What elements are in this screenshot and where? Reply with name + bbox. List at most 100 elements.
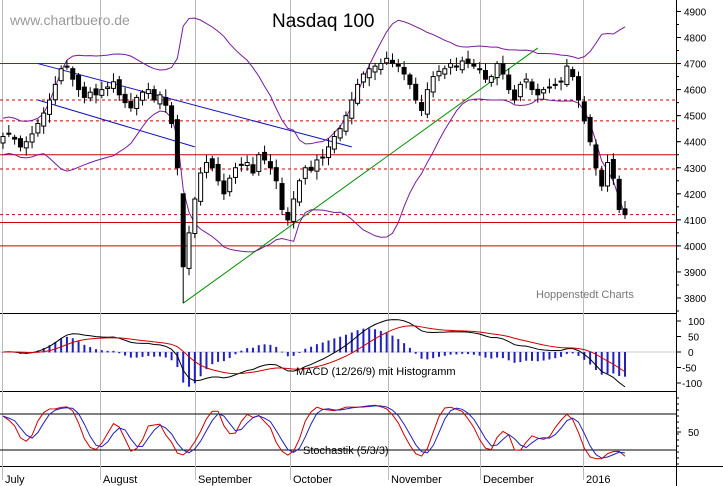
x-label-august: August — [103, 474, 137, 486]
bollinger-upper — [2, 17, 626, 145]
candle-body — [610, 158, 616, 179]
candle-body — [558, 80, 564, 83]
candle-body — [128, 100, 134, 109]
candle-body — [169, 105, 175, 124]
candle-body — [314, 159, 320, 172]
candle-body — [593, 144, 599, 169]
uptrend-line — [182, 47, 539, 304]
candle-body — [605, 162, 611, 187]
candle-body — [413, 83, 419, 101]
candle-body — [134, 96, 140, 109]
candle-body — [198, 172, 204, 202]
candle-body — [6, 132, 12, 135]
candle-body — [459, 60, 465, 71]
candle-body — [587, 116, 593, 143]
chart-title: Nasdaq 100 — [272, 11, 374, 32]
candle-body — [145, 89, 151, 95]
candle-body — [401, 66, 407, 75]
candle-body — [81, 86, 87, 98]
candle-body — [285, 211, 291, 221]
candle-body — [151, 89, 157, 101]
macd-tick-label: 0 — [688, 348, 694, 359]
price-tick-label: 4500 — [684, 112, 707, 123]
candle-body — [448, 63, 454, 68]
candle-body — [291, 198, 297, 222]
candle-body — [17, 138, 23, 148]
candle-body — [93, 88, 99, 96]
candle-body — [308, 166, 314, 171]
candle-body — [116, 79, 122, 96]
price-tick-label: 4800 — [684, 34, 707, 45]
candle-body — [122, 93, 128, 104]
candle-body — [512, 89, 518, 101]
candle-body — [453, 65, 459, 68]
candle-body — [238, 163, 244, 166]
macd-line — [2, 319, 626, 388]
price-tick-label: 4000 — [684, 242, 707, 253]
y-axis-ticks: 3800 3900 4000 4100 4200 4300 4400 4500 4600 4700… — [676, 7, 707, 465]
candle-body — [302, 167, 308, 179]
candle-body — [564, 65, 570, 86]
price-tick-label: 4400 — [684, 138, 707, 149]
candle-body — [517, 83, 523, 98]
candle-body — [0, 135, 6, 144]
candle-body — [500, 63, 506, 75]
candle-body — [523, 78, 529, 83]
candle-body — [581, 101, 587, 122]
candle-body — [58, 68, 64, 82]
candle-body — [99, 89, 105, 96]
candle-body — [296, 180, 302, 203]
price-tick-label: 4600 — [684, 86, 707, 97]
candle-body — [436, 70, 442, 77]
candle-body — [552, 83, 558, 86]
x-label-2016: 2016 — [586, 474, 610, 486]
candle-body — [535, 88, 541, 96]
x-label-july: July — [5, 474, 25, 486]
stoch-k-line — [2, 404, 626, 460]
stochastic-label: Stochastik (5/3/3) — [303, 445, 389, 457]
price-tick-label: 4700 — [684, 60, 707, 71]
candle-body — [256, 154, 262, 172]
stochastic-panel — [0, 404, 676, 460]
candle-body — [442, 68, 448, 75]
price-tick-label: 4300 — [684, 164, 707, 175]
credit-label: Hoppenstedt Charts — [536, 289, 634, 301]
watermark: www.chartbuero.de — [9, 12, 130, 28]
candlesticks — [0, 50, 628, 304]
downtrend-lower — [37, 99, 195, 148]
candle-body — [262, 151, 268, 161]
stoch-d-line — [2, 405, 626, 459]
price-tick-label: 4900 — [684, 7, 707, 18]
candle-body — [174, 119, 180, 169]
candle-body — [279, 183, 285, 210]
price-tick-label: 3900 — [684, 268, 707, 279]
candle-body — [215, 163, 221, 182]
candle-body — [320, 156, 326, 159]
macd-signal-line — [2, 325, 626, 375]
candle-body — [47, 99, 53, 115]
candle-body — [395, 63, 401, 67]
price-tick-label: 4200 — [684, 190, 707, 201]
candle-body — [622, 208, 628, 216]
x-label-september: September — [198, 474, 252, 486]
candle-body — [494, 63, 500, 79]
candle-body — [227, 177, 233, 193]
macd-tick-label: 50 — [688, 333, 700, 344]
candle-body — [70, 68, 76, 80]
bollinger-lower — [2, 98, 626, 253]
candle-body — [424, 89, 430, 115]
candle-body — [203, 162, 209, 173]
macd-tick-label: -100 — [682, 379, 702, 390]
candle-body — [52, 83, 58, 101]
candle-body — [273, 167, 279, 182]
candle-body — [29, 133, 35, 143]
x-label-december: December — [483, 474, 534, 486]
candle-body — [477, 68, 483, 71]
candle-body — [209, 158, 215, 169]
candle-body — [407, 74, 413, 85]
x-label-november: November — [391, 474, 442, 486]
candle-body — [87, 91, 93, 99]
macd-label: MACD (12/26/9) mit Histogramm — [296, 366, 456, 378]
candle-body — [482, 69, 488, 80]
